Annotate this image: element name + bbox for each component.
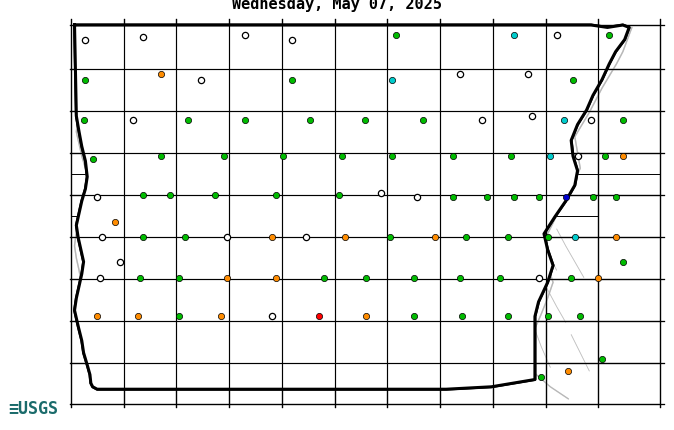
Text: ≡USGS: ≡USGS [8,400,58,418]
Polygon shape [75,25,630,389]
Polygon shape [75,25,630,389]
Text: Wednesday, May 07, 2025: Wednesday, May 07, 2025 [232,0,442,12]
Polygon shape [75,25,630,389]
